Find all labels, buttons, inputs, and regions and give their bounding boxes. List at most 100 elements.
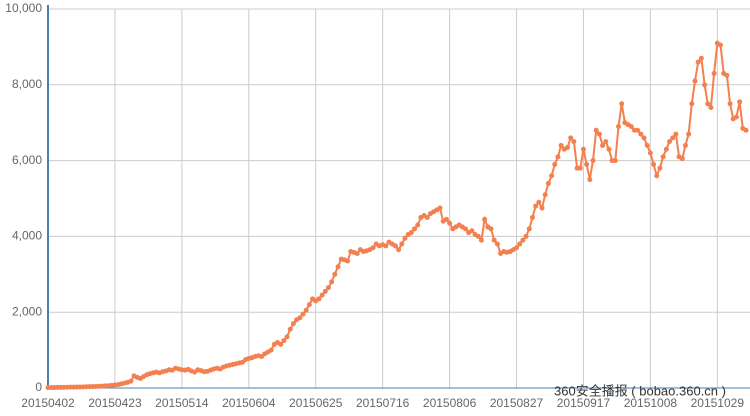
point [290, 321, 296, 327]
point [587, 177, 593, 183]
point [708, 105, 714, 111]
point [733, 114, 739, 120]
point [415, 222, 421, 228]
point [647, 150, 653, 156]
point [494, 241, 500, 247]
x-tick-label: 20150604 [222, 396, 276, 410]
point [325, 285, 331, 291]
point [651, 161, 657, 167]
point [478, 237, 484, 243]
point [718, 42, 724, 48]
y-tick-label: 0 [35, 380, 42, 394]
x-tick-label: 20150827 [490, 396, 544, 410]
y-tick-label: 6,000 [12, 153, 42, 167]
point [281, 338, 287, 344]
point [568, 135, 574, 141]
point [329, 279, 335, 285]
point [520, 237, 526, 243]
point [514, 245, 520, 251]
point [695, 59, 701, 65]
point [628, 123, 634, 129]
x-tick-label: 20150402 [21, 396, 75, 410]
point [692, 78, 698, 84]
point [354, 250, 360, 256]
point [593, 127, 599, 133]
point [577, 165, 583, 171]
point [396, 247, 402, 253]
point [529, 214, 535, 220]
point [673, 131, 679, 137]
point [619, 101, 625, 107]
point [345, 258, 351, 264]
point [523, 233, 529, 239]
point [383, 243, 389, 249]
point [332, 271, 338, 277]
point [565, 144, 571, 150]
point [491, 237, 497, 243]
point [698, 55, 704, 61]
point [612, 158, 618, 164]
point [596, 131, 602, 137]
point [549, 173, 555, 179]
point [682, 142, 688, 148]
point [297, 315, 303, 321]
point [399, 241, 405, 247]
point [590, 158, 596, 164]
y-tick-label: 8,000 [12, 77, 42, 91]
point [584, 161, 590, 167]
point [660, 154, 666, 160]
x-tick-label: 20150716 [356, 396, 410, 410]
point [705, 101, 711, 107]
point [392, 243, 398, 249]
point [316, 296, 322, 302]
point [287, 326, 293, 332]
point [424, 214, 430, 220]
point [711, 70, 717, 76]
point [539, 205, 545, 211]
point [724, 72, 730, 78]
x-tick-label: 20151008 [624, 396, 678, 410]
point [606, 146, 612, 152]
point [463, 226, 469, 232]
point [644, 142, 650, 148]
point [686, 131, 692, 137]
point [555, 154, 561, 160]
point [654, 173, 660, 179]
point [638, 131, 644, 137]
point [319, 292, 325, 298]
point [580, 146, 586, 152]
point [641, 135, 647, 141]
y-tick-label: 2,000 [12, 304, 42, 318]
point [488, 226, 494, 232]
point [616, 123, 622, 129]
point [737, 99, 743, 105]
point [727, 101, 733, 107]
point [542, 192, 548, 198]
point [667, 139, 673, 145]
point [600, 142, 606, 148]
point [128, 378, 134, 384]
point [663, 146, 669, 152]
point [571, 139, 577, 145]
point [412, 226, 418, 232]
x-tick-label: 20150423 [88, 396, 142, 410]
point [447, 220, 453, 226]
point [475, 233, 481, 239]
point [533, 203, 539, 209]
line [47, 41, 747, 389]
point [536, 199, 542, 205]
point [402, 235, 408, 241]
point [657, 165, 663, 171]
point [545, 180, 551, 186]
watermark: 360安全播报 ( bobao.360.cn ) [554, 383, 726, 398]
point [670, 135, 676, 141]
point [268, 347, 274, 353]
point [469, 228, 475, 234]
y-tick-label: 10,000 [5, 1, 42, 15]
point [408, 230, 414, 236]
x-tick-label: 20150514 [155, 396, 209, 410]
y-tick-label: 4,000 [12, 229, 42, 243]
point [603, 139, 609, 145]
x-tick-label: 20150806 [423, 396, 477, 410]
